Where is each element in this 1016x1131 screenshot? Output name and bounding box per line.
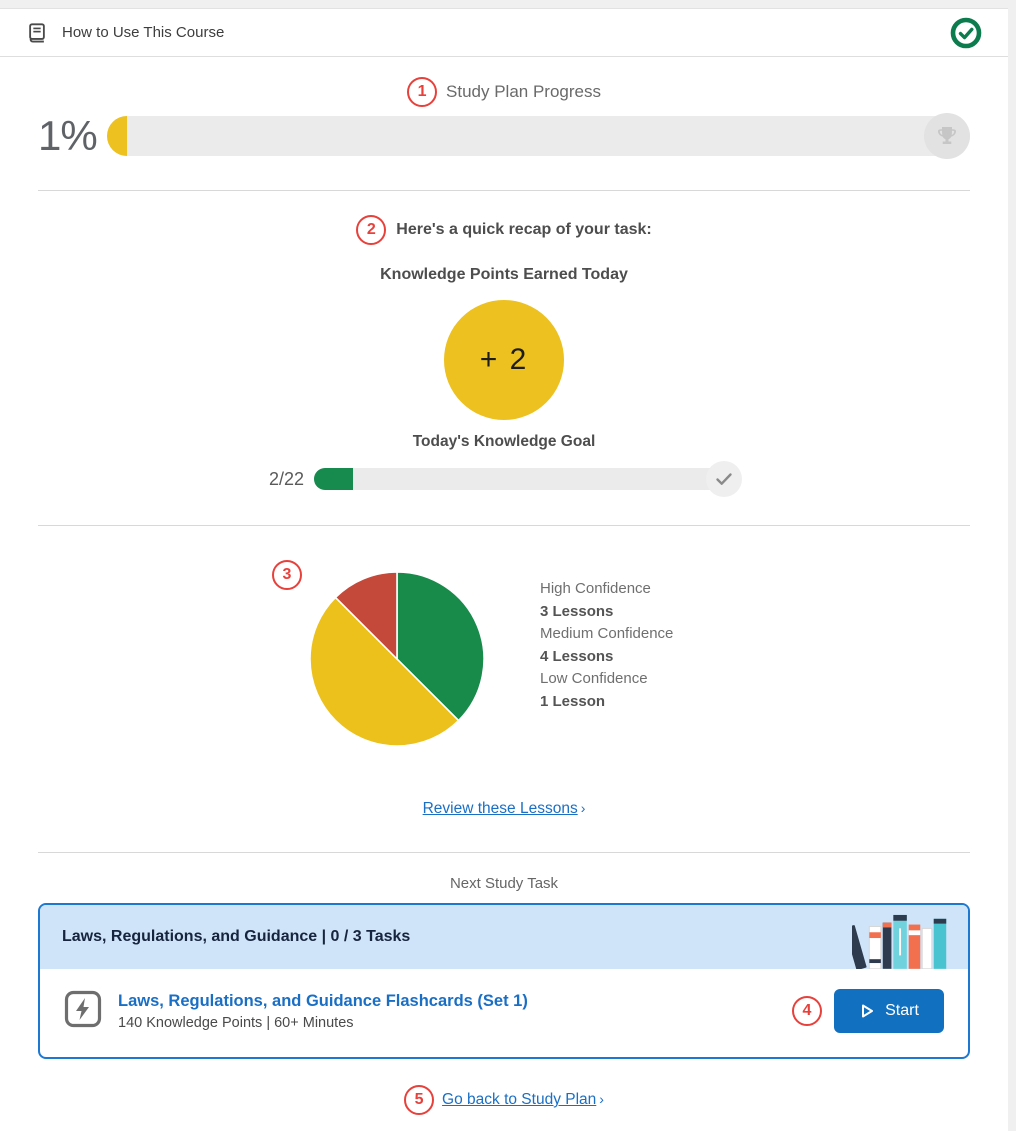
- divider: [38, 525, 970, 526]
- study-plan-section: 1 Study Plan Progress 1%: [0, 57, 1008, 190]
- step-badge-4: 4: [792, 996, 822, 1026]
- task-meta: 140 Knowledge Points | 60+ Minutes: [118, 1014, 354, 1031]
- recap-title: Here's a quick recap of your task:: [396, 221, 652, 238]
- task-title-link[interactable]: Laws, Regulations, and Guidance Flashcar…: [118, 991, 528, 1010]
- legend-value: 4 Lessons: [540, 647, 614, 665]
- task-card: Laws, Regulations, and Guidance | 0 / 3 …: [38, 903, 970, 1059]
- step-badge-2: 2: [356, 215, 387, 245]
- step-badge-1: 1: [407, 77, 438, 107]
- topbar: How to Use This Course: [0, 9, 1008, 57]
- book-icon: [29, 22, 45, 42]
- study-plan-progress-fill: [106, 116, 127, 156]
- trophy-circle: [924, 113, 970, 159]
- pie-slice-1: [309, 596, 460, 747]
- step-badge-5: 5: [404, 1085, 435, 1115]
- legend-value: 3 Lessons: [540, 602, 614, 620]
- books-illustration: [852, 914, 947, 969]
- knowledge-points-title: Knowledge Points Earned Today: [380, 266, 628, 283]
- task-card-title: Laws, Regulations, and Guidance | 0 / 3 …: [62, 928, 411, 945]
- study-plan-progressbar: [106, 113, 970, 159]
- legend-category: High Confidence: [540, 580, 651, 597]
- knowledge-goal-title: Today's Knowledge Goal: [412, 433, 596, 450]
- chevron-right-icon: ›: [580, 800, 586, 816]
- back-to-study-plan-link[interactable]: Go back to Study Plan ›: [442, 1091, 604, 1108]
- knowledge-goal-progress-fill: [314, 468, 353, 490]
- trophy-icon: [938, 127, 956, 144]
- lightning-icon: [64, 990, 102, 1027]
- confidence-legend: High Confidence 3 Lessons Medium Confidenc…: [540, 578, 673, 713]
- check-icon: [716, 473, 732, 485]
- play-icon: [862, 1004, 874, 1018]
- legend-category: Medium Confidence: [540, 625, 674, 642]
- study-plan-title: Study Plan Progress: [446, 82, 601, 101]
- check-circle-icon: [950, 17, 982, 48]
- course-panel: How to Use This Course 1 Study Plan Prog…: [0, 8, 1008, 1131]
- divider: [38, 190, 970, 191]
- task-card-body: Laws, Regulations, and Guidance Flashcar…: [40, 969, 968, 1057]
- start-button[interactable]: Start: [834, 989, 944, 1033]
- step-badge-3: 3: [272, 560, 302, 590]
- next-task-section: Next Study Task Laws, Regulations, and G…: [0, 853, 1008, 1131]
- confidence-pie: [309, 571, 485, 747]
- task-card-header: Laws, Regulations, and Guidance | 0 / 3 …: [40, 905, 968, 969]
- knowledge-goal-progressbar: [314, 461, 743, 497]
- confidence-section: 3 High Confidence 3 Lessons Medium Confide…: [0, 526, 1008, 852]
- page-title: How to Use This Course: [62, 24, 225, 41]
- goal-check-circle: [706, 461, 743, 497]
- knowledge-points-earned-value: + 2: [479, 343, 529, 376]
- review-lessons-link[interactable]: Review these Lessons ›: [422, 800, 586, 817]
- next-task-label: Next Study Task: [449, 875, 559, 892]
- legend-category: Low Confidence: [540, 670, 648, 687]
- pie-slice-2: [334, 571, 398, 661]
- pie-slice-0: [396, 571, 485, 722]
- knowledge-goal-count: 2/22: [268, 468, 305, 489]
- knowledge-points-earned-badge: + 2: [444, 300, 564, 420]
- legend-value: 1 Lesson: [540, 692, 606, 710]
- chevron-right-icon: ›: [599, 1091, 604, 1107]
- study-plan-percent: 1%: [38, 112, 98, 159]
- recap-section: 2 Here's a quick recap of your task: Kno…: [0, 191, 1008, 525]
- divider: [38, 852, 970, 853]
